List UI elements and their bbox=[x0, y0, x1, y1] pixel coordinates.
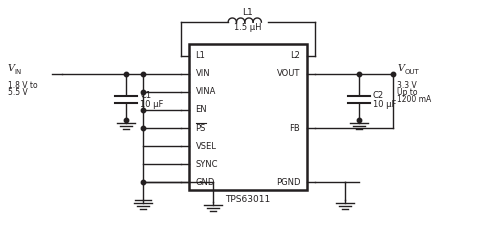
Text: L1: L1 bbox=[243, 8, 253, 17]
Text: Up to: Up to bbox=[397, 88, 417, 97]
Text: 1.5 μH: 1.5 μH bbox=[234, 23, 261, 32]
Text: 3.3 V: 3.3 V bbox=[397, 81, 417, 90]
Text: TPS63011: TPS63011 bbox=[226, 195, 271, 204]
Text: GND: GND bbox=[195, 178, 215, 187]
Text: PS: PS bbox=[195, 124, 206, 133]
Text: VINA: VINA bbox=[195, 87, 216, 96]
Text: 1.8 V to: 1.8 V to bbox=[8, 81, 37, 90]
Text: VOUT: VOUT bbox=[277, 69, 300, 78]
Text: 10 μF: 10 μF bbox=[372, 100, 396, 109]
Text: 5.5 V: 5.5 V bbox=[8, 88, 28, 97]
Text: EN: EN bbox=[195, 105, 207, 114]
Text: SYNC: SYNC bbox=[195, 160, 218, 169]
Text: C1: C1 bbox=[140, 91, 151, 100]
Text: PGND: PGND bbox=[276, 178, 300, 187]
Text: L2: L2 bbox=[291, 51, 300, 60]
Text: VIN: VIN bbox=[195, 69, 210, 78]
Text: V: V bbox=[8, 64, 15, 73]
Bar bbox=[189, 44, 307, 190]
Text: 1200 mA: 1200 mA bbox=[397, 95, 432, 104]
Text: V: V bbox=[397, 64, 404, 73]
Text: VSEL: VSEL bbox=[195, 142, 216, 151]
Text: C2: C2 bbox=[372, 91, 383, 100]
Text: OUT: OUT bbox=[404, 69, 419, 75]
Text: FB: FB bbox=[290, 124, 300, 133]
Text: L1: L1 bbox=[195, 51, 206, 60]
Text: 10 μF: 10 μF bbox=[140, 100, 164, 109]
Text: IN: IN bbox=[15, 69, 22, 75]
